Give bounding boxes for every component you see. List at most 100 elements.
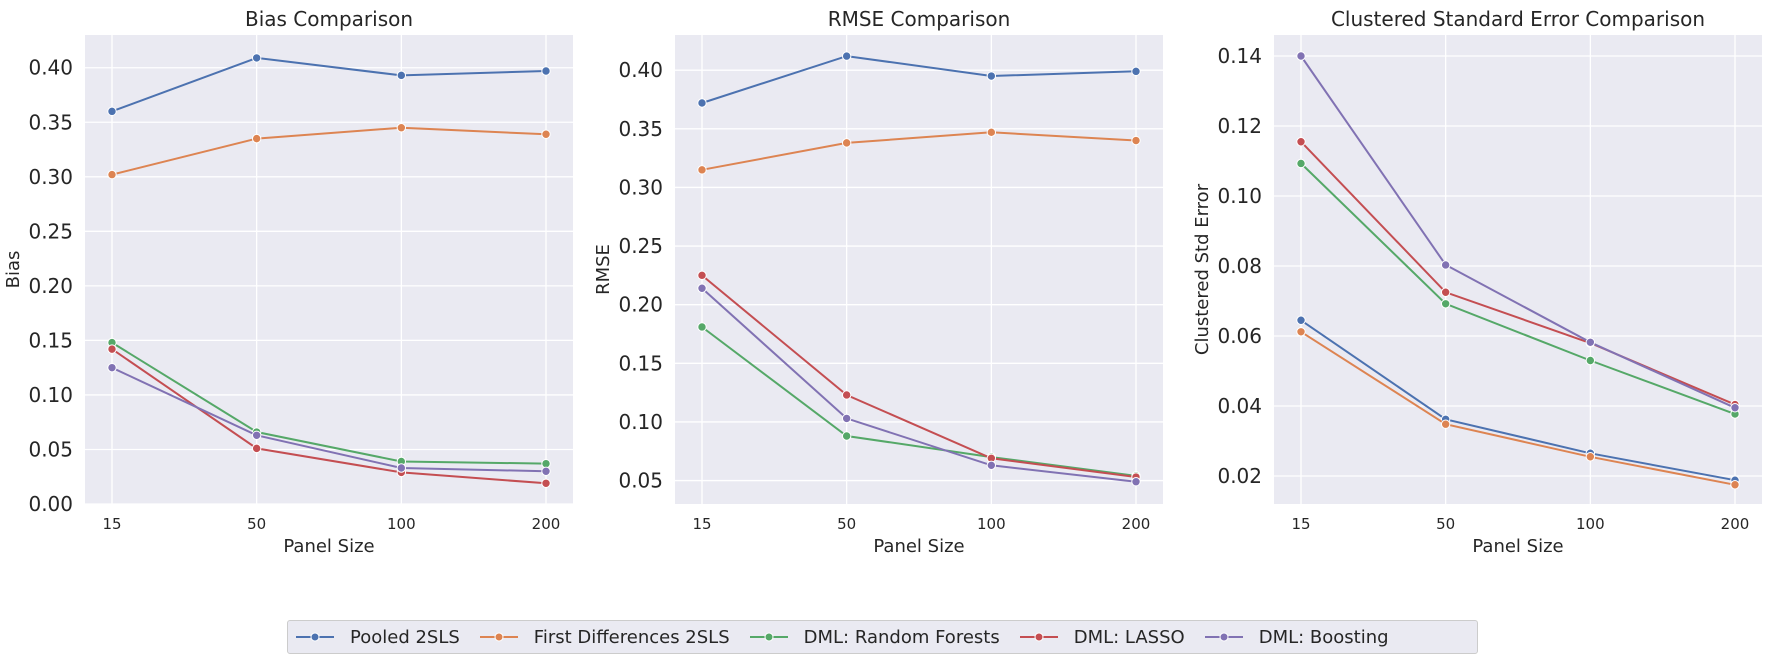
data-point bbox=[396, 70, 407, 81]
legend-label: DML: Random Forests bbox=[803, 626, 1000, 648]
data-point bbox=[1296, 158, 1306, 169]
plot-area-1 bbox=[85, 35, 573, 504]
data-point bbox=[107, 362, 117, 373]
y-tick-label: 0.40 bbox=[618, 58, 663, 82]
y-tick-label: 0.12 bbox=[1217, 114, 1262, 138]
series-line bbox=[701, 131, 1137, 171]
legend-item-dml-lasso: DML: LASSO bbox=[1018, 627, 1185, 648]
x-tick-label: 100 bbox=[977, 515, 1006, 533]
series-line bbox=[701, 55, 1137, 104]
x-axis-label: Panel Size bbox=[873, 536, 964, 557]
data-point bbox=[1440, 299, 1451, 309]
data-point bbox=[697, 98, 707, 108]
series-line bbox=[1300, 55, 1736, 409]
data-point bbox=[1585, 452, 1596, 462]
data-point bbox=[1585, 337, 1596, 347]
data-point bbox=[1131, 135, 1141, 146]
data-point bbox=[1296, 137, 1306, 147]
chart-title: Bias Comparison bbox=[245, 7, 413, 31]
data-point bbox=[251, 133, 262, 144]
series-line bbox=[1300, 162, 1736, 416]
data-point bbox=[251, 443, 262, 454]
x-tick-label: 200 bbox=[532, 515, 561, 533]
data-point bbox=[251, 53, 262, 63]
data-point bbox=[107, 344, 117, 354]
y-tick-label: 0.06 bbox=[1217, 324, 1262, 348]
x-tick-label: 100 bbox=[387, 515, 416, 533]
y-tick-label: 0.15 bbox=[618, 351, 663, 375]
y-tick-label: 0.14 bbox=[1217, 44, 1262, 68]
data-point bbox=[541, 129, 551, 139]
x-tick-label: 50 bbox=[247, 515, 266, 533]
y-tick-label: 0.35 bbox=[28, 110, 73, 134]
series-line bbox=[111, 366, 547, 473]
y-tick-label: 0.40 bbox=[28, 56, 73, 80]
data-point bbox=[1296, 51, 1306, 61]
y-axis-label: Bias bbox=[3, 251, 24, 289]
x-tick-label: 15 bbox=[692, 515, 711, 533]
data-point bbox=[841, 431, 852, 441]
y-tick-label: 0.04 bbox=[1217, 394, 1262, 418]
data-point bbox=[396, 463, 407, 473]
y-tick-label: 0.00 bbox=[28, 492, 73, 516]
series-line bbox=[1300, 319, 1736, 482]
data-point bbox=[107, 106, 117, 117]
data-point bbox=[1296, 327, 1306, 337]
data-point bbox=[841, 390, 852, 400]
data-point bbox=[396, 123, 407, 133]
y-axis-label: Clustered Std Error bbox=[1192, 183, 1213, 355]
legend-swatch-first-differences-2sls bbox=[479, 632, 518, 642]
y-tick-label: 0.10 bbox=[28, 383, 73, 407]
x-axis-label: Panel Size bbox=[283, 536, 374, 557]
y-tick-label: 0.20 bbox=[618, 293, 663, 317]
legend-swatch-pooled-2sls bbox=[296, 632, 334, 642]
y-tick-label: 0.08 bbox=[1217, 254, 1262, 278]
series-line bbox=[111, 126, 547, 176]
legend-item-dml-boosting: DML: Boosting bbox=[1203, 627, 1389, 648]
x-tick-label: 15 bbox=[1291, 515, 1310, 533]
plot-area-3 bbox=[1274, 35, 1762, 504]
x-tick-label: 200 bbox=[1721, 515, 1750, 533]
data-point bbox=[541, 478, 551, 488]
y-tick-label: 0.10 bbox=[618, 410, 663, 434]
data-point bbox=[251, 430, 262, 440]
data-point bbox=[986, 460, 997, 471]
data-point bbox=[1730, 480, 1740, 490]
y-axis-label: RMSE bbox=[593, 244, 614, 295]
plot-area-2 bbox=[675, 35, 1163, 504]
legend-label: DML: LASSO bbox=[1073, 626, 1185, 648]
x-tick-label: 50 bbox=[1436, 515, 1455, 533]
data-point bbox=[1131, 477, 1141, 487]
y-tick-label: 0.05 bbox=[618, 469, 663, 493]
data-point bbox=[697, 322, 707, 332]
series-line bbox=[701, 274, 1137, 478]
data-point bbox=[697, 165, 707, 175]
series-line bbox=[1300, 141, 1736, 406]
series-line bbox=[111, 348, 547, 485]
x-tick-label: 200 bbox=[1122, 515, 1151, 533]
series-line bbox=[1300, 330, 1736, 486]
data-point bbox=[1440, 419, 1451, 429]
y-tick-label: 0.10 bbox=[1217, 184, 1262, 208]
legend-label: Pooled 2SLS bbox=[350, 626, 460, 648]
data-point bbox=[986, 71, 997, 81]
chart-title: RMSE Comparison bbox=[828, 7, 1011, 31]
legend-label: DML: Boosting bbox=[1258, 626, 1389, 648]
data-point bbox=[541, 466, 551, 476]
y-tick-label: 0.05 bbox=[28, 437, 73, 461]
y-tick-label: 0.20 bbox=[28, 274, 73, 298]
data-point bbox=[1440, 260, 1451, 270]
legend-label: First Differences 2SLS bbox=[533, 626, 730, 648]
series-line bbox=[111, 341, 547, 465]
series-line bbox=[701, 287, 1137, 483]
data-point bbox=[697, 283, 707, 293]
legend-swatch-dml-lasso bbox=[1019, 632, 1058, 642]
data-point bbox=[1585, 355, 1596, 366]
legend-item-dml-random-forests: DML: Random Forests bbox=[748, 627, 1000, 648]
y-tick-label: 0.15 bbox=[28, 328, 73, 352]
y-tick-label: 0.25 bbox=[28, 219, 73, 243]
legend-item-pooled-2sls: Pooled 2SLS bbox=[294, 627, 460, 648]
x-tick-label: 15 bbox=[102, 515, 121, 533]
data-point bbox=[107, 169, 117, 180]
